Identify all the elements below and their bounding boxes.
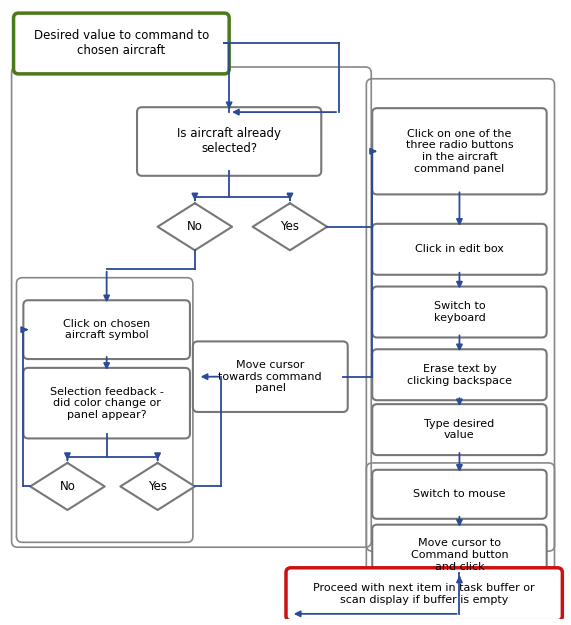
Text: Click on one of the
three radio buttons
in the aircraft
command panel: Click on one of the three radio buttons … [405, 129, 513, 174]
FancyBboxPatch shape [14, 13, 229, 74]
FancyBboxPatch shape [137, 107, 321, 176]
Text: Desired value to command to
chosen aircraft: Desired value to command to chosen aircr… [34, 29, 209, 58]
Text: Move cursor
towards command
panel: Move cursor towards command panel [219, 360, 322, 393]
FancyBboxPatch shape [23, 368, 190, 438]
Text: Is aircraft already
selected?: Is aircraft already selected? [177, 127, 281, 156]
Text: Type desired
value: Type desired value [424, 419, 494, 441]
Text: Switch to mouse: Switch to mouse [413, 489, 506, 499]
FancyBboxPatch shape [193, 341, 348, 412]
FancyBboxPatch shape [23, 300, 190, 359]
Polygon shape [30, 463, 104, 510]
FancyBboxPatch shape [372, 524, 546, 586]
Text: Yes: Yes [148, 480, 167, 493]
FancyBboxPatch shape [372, 286, 546, 338]
FancyBboxPatch shape [286, 568, 562, 621]
Text: Proceed with next item in task buffer or
scan display if buffer is empty: Proceed with next item in task buffer or… [313, 584, 535, 605]
Text: Selection feedback -
did color change or
panel appear?: Selection feedback - did color change or… [50, 386, 163, 420]
Text: Yes: Yes [280, 220, 299, 233]
FancyBboxPatch shape [372, 224, 546, 275]
Text: Erase text by
clicking backspace: Erase text by clicking backspace [407, 364, 512, 386]
FancyBboxPatch shape [372, 349, 546, 400]
Polygon shape [120, 463, 195, 510]
Text: Click on chosen
aircraft symbol: Click on chosen aircraft symbol [63, 319, 150, 341]
FancyBboxPatch shape [372, 108, 546, 194]
FancyBboxPatch shape [372, 470, 546, 519]
Polygon shape [158, 203, 232, 250]
Text: Switch to
keyboard: Switch to keyboard [433, 301, 485, 322]
Text: No: No [59, 480, 75, 493]
FancyBboxPatch shape [372, 404, 546, 455]
Polygon shape [253, 203, 327, 250]
Text: Move cursor to
Command button
and click: Move cursor to Command button and click [411, 539, 508, 572]
Text: Click in edit box: Click in edit box [415, 244, 504, 254]
Text: No: No [187, 220, 203, 233]
